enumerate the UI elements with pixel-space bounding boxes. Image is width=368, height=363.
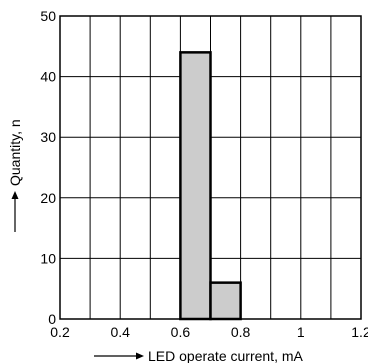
y-tick-label: 20 — [40, 190, 56, 206]
histogram-bar-2 — [209, 281, 242, 321]
x-tick-label: 0.4 — [110, 324, 130, 340]
y-tick-label: 50 — [40, 8, 56, 24]
y-tick-label: 10 — [40, 250, 56, 266]
y-axis-title: Quantity, n — [7, 119, 23, 186]
x-axis-arrow-head — [136, 352, 144, 360]
x-tick-label: 1 — [297, 324, 305, 340]
x-tick-label: 0.8 — [231, 324, 251, 340]
x-tick-label: 1.2 — [351, 324, 368, 340]
y-tick-label: 40 — [40, 69, 56, 85]
y-tick-label: 0 — [48, 311, 56, 327]
x-tick-labels: 0.2 0.4 0.6 0.8 1 1.2 — [50, 324, 368, 340]
y-tick-label: 30 — [40, 129, 56, 145]
y-tick-labels: 0 10 20 30 40 50 — [40, 8, 56, 327]
y-axis-arrow-head — [11, 191, 19, 199]
x-tick-label: 0.6 — [171, 324, 191, 340]
bars — [179, 51, 242, 321]
x-axis-title: LED operate current, mA — [148, 348, 304, 363]
y-axis-title-group: Quantity, n — [7, 119, 23, 232]
histogram-bar-1 — [179, 51, 212, 321]
x-axis-title-group: LED operate current, mA — [94, 348, 304, 363]
plot-area-frame — [59, 15, 362, 320]
x-tick-label: 0.2 — [50, 324, 70, 340]
